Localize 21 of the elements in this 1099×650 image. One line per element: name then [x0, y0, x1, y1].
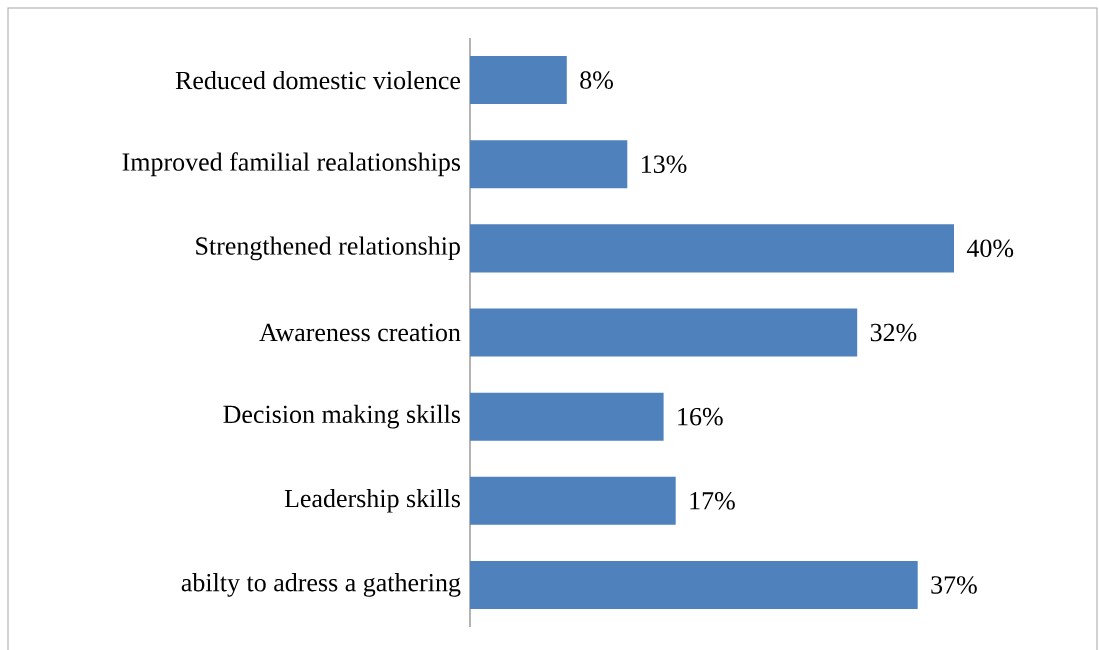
- data-label: 16%: [678, 407, 723, 426]
- data-label: 13%: [641, 155, 687, 174]
- y-tick-label: Leadership skills: [284, 489, 460, 513]
- bar: [470, 308, 858, 357]
- data-label: 17%: [690, 491, 735, 510]
- data-label: 37%: [931, 576, 977, 594]
- y-tick-label: abilty to adress a gathering: [181, 573, 461, 597]
- data-label: 40%: [966, 239, 1014, 258]
- y-tick-label: Decision making skills: [223, 404, 461, 429]
- y-tick-label: Awareness creation: [259, 323, 461, 342]
- y-tick-label: Improved familial realationships: [122, 152, 461, 177]
- bar: [470, 140, 628, 189]
- y-tick-label: Strengthened relationship: [196, 236, 460, 261]
- y-tick-label: Reduced domestic violence: [175, 70, 461, 90]
- bar: [470, 476, 676, 525]
- bar: [470, 560, 918, 609]
- bar: [470, 224, 954, 273]
- data-label: 8%: [580, 71, 613, 89]
- data-label: 32%: [870, 323, 917, 342]
- bar: [470, 56, 567, 105]
- bar: [470, 392, 664, 441]
